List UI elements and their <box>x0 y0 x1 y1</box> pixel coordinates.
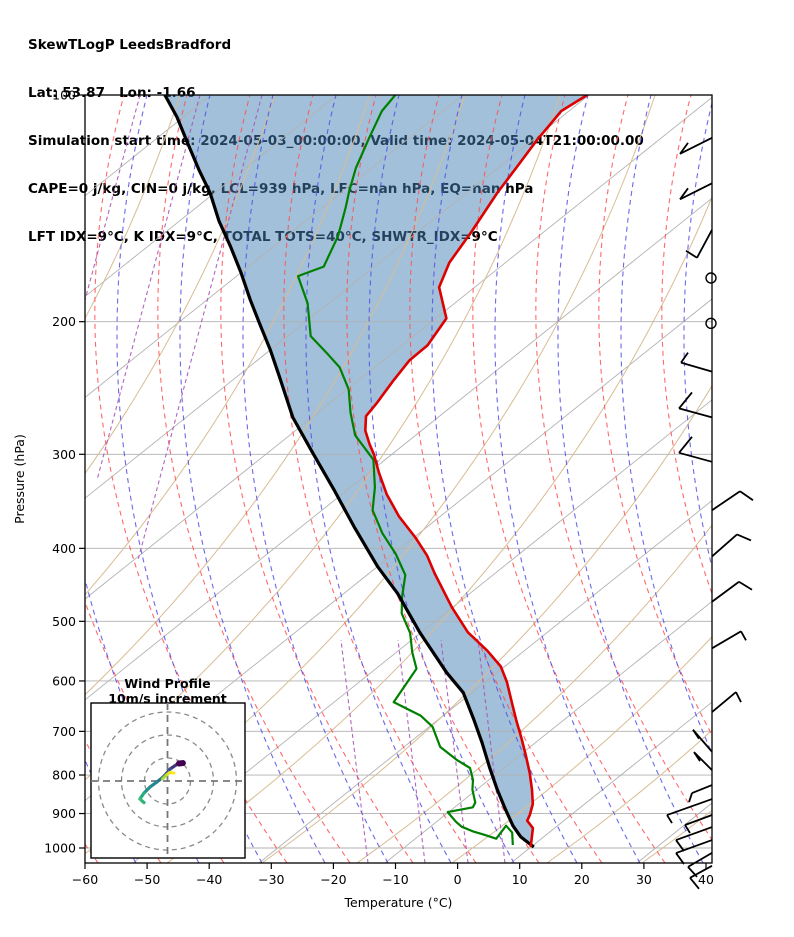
sounding-profiles <box>163 95 588 849</box>
wind-barb <box>693 751 713 771</box>
header-title: SkewTLogP LeedsBradford <box>28 37 232 53</box>
x-axis-label: Temperature (°C) <box>344 895 453 910</box>
wind-barb <box>685 229 713 259</box>
wind-barb-column <box>666 137 754 890</box>
cin-shaded-area <box>164 95 588 847</box>
isotherm-lines <box>85 95 712 863</box>
x-tick-label: 20 <box>574 872 590 887</box>
pressure-gridlines <box>85 95 712 849</box>
hodograph-subtitle: 10m/s increment <box>108 691 226 706</box>
x-tick-label: 30 <box>636 872 652 887</box>
wind-barb <box>666 798 713 824</box>
x-tick-label: −60 <box>72 872 98 887</box>
mixing-ratio-lines <box>85 95 506 863</box>
x-tick-label: 0 <box>454 872 462 887</box>
y-tick-label: 600 <box>52 673 76 688</box>
x-tick-label: −10 <box>382 872 408 887</box>
y-tick-label: 800 <box>52 768 76 783</box>
wind-barb <box>711 630 747 650</box>
x-tick-label: −40 <box>196 872 222 887</box>
x-tick-label: 10 <box>512 872 528 887</box>
y-axis-label: Pressure (hPa) <box>12 434 27 524</box>
y-tick-label: 100 <box>52 88 76 103</box>
y-tick-label: 200 <box>52 314 76 329</box>
y-tick-label: 700 <box>52 724 76 739</box>
wind-barb <box>679 182 713 201</box>
hodograph-title: Wind Profile <box>124 676 210 691</box>
x-tick-label: 40 <box>698 872 714 887</box>
hodograph-trace-segment <box>140 799 146 805</box>
hodograph-trace-segment <box>160 774 167 781</box>
wind-barb <box>711 533 752 558</box>
y-tick-label: 1000 <box>44 841 76 856</box>
y-tick-label: 900 <box>52 806 76 821</box>
plot-background <box>85 95 712 863</box>
wind-barb <box>678 436 713 463</box>
calm-wind-circle <box>705 317 717 330</box>
wind-barb <box>711 581 753 603</box>
y-tick-label: 300 <box>52 447 76 462</box>
calm-wind-circle <box>705 272 717 284</box>
wind-barb <box>684 814 713 834</box>
wind-barb <box>680 352 713 373</box>
wind-barb <box>675 826 713 852</box>
wind-barb <box>692 729 713 753</box>
x-tick-label: −20 <box>320 872 346 887</box>
wind-barb <box>675 839 713 865</box>
temperature-line <box>364 95 588 848</box>
dewpoint-line <box>296 95 514 846</box>
y-tick-label: 500 <box>52 614 76 629</box>
wind-barb <box>688 784 713 803</box>
parcel-line <box>163 95 535 849</box>
wind-barb <box>711 691 742 713</box>
wind-barb <box>689 865 713 890</box>
x-tick-label: −30 <box>258 872 284 887</box>
wind-barb <box>679 137 713 155</box>
y-tick-label: 400 <box>52 541 76 556</box>
x-tick-label: −50 <box>134 872 160 887</box>
wind-barb <box>678 391 713 419</box>
wind-barb <box>711 490 754 511</box>
